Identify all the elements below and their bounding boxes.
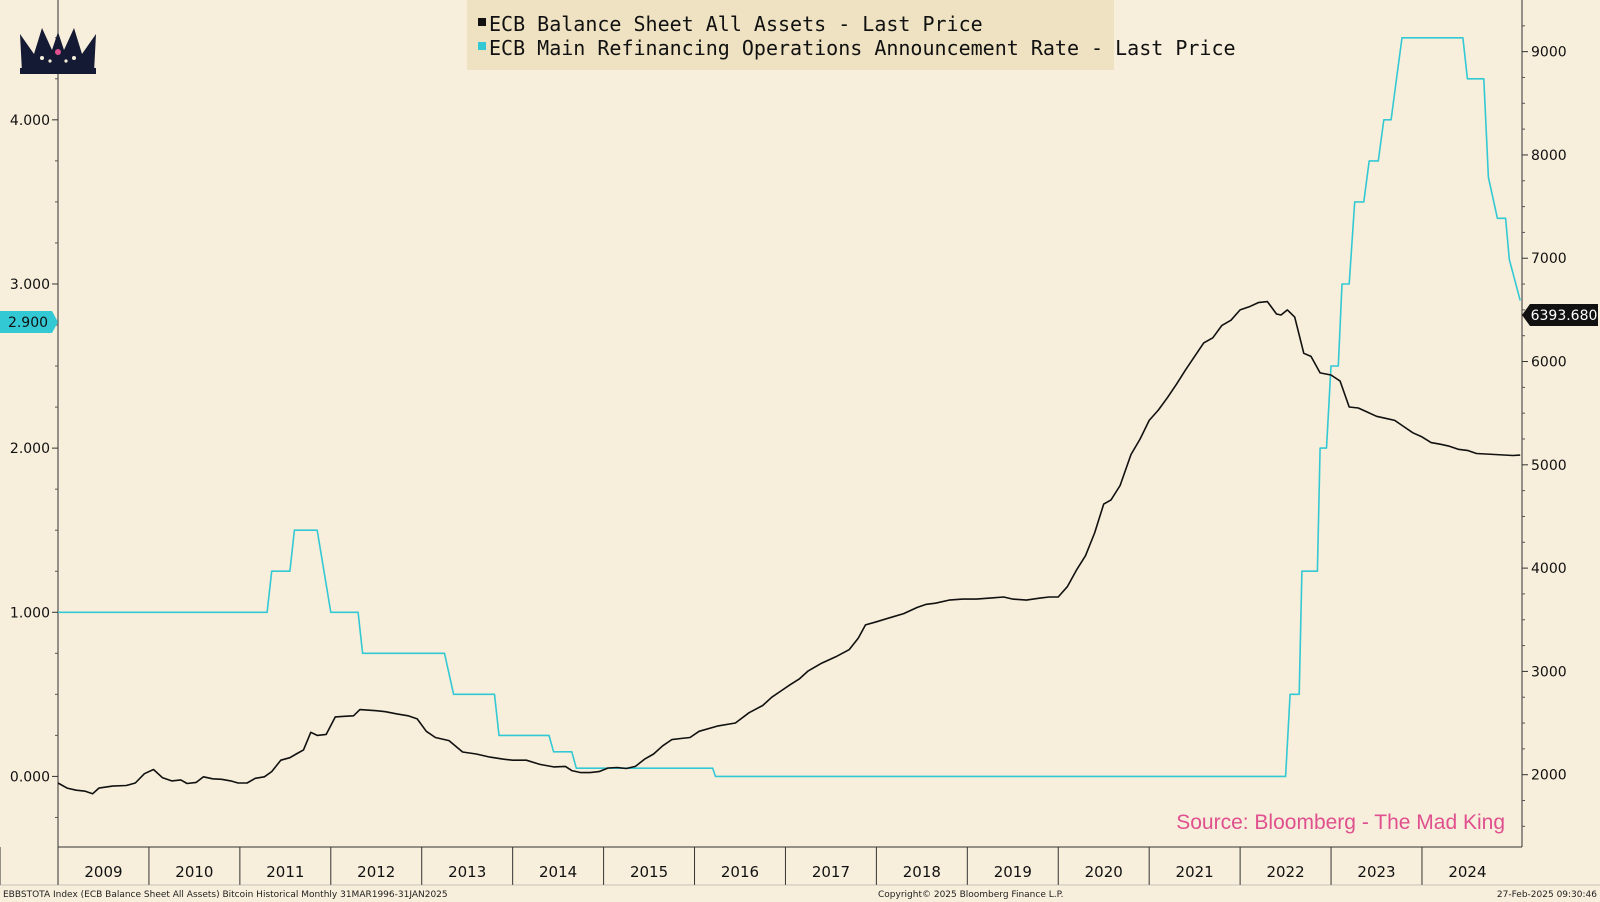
right-tick-label: 9000 — [1531, 45, 1567, 61]
right-tick-label: 8000 — [1531, 148, 1567, 164]
x-tick-label: 2017 — [812, 863, 850, 881]
right-tick-label: 3000 — [1531, 664, 1567, 680]
footer-center: Copyright© 2025 Bloomberg Finance L.P. — [878, 890, 1063, 900]
legend-box — [467, 0, 1114, 70]
x-tick-label: 2019 — [994, 863, 1032, 881]
legend-label-rate: ECB Main Refinancing Operations Announce… — [489, 36, 1236, 60]
x-tick-label: 2023 — [1357, 863, 1395, 881]
right-tick-label: 2000 — [1531, 768, 1567, 784]
right-tick-label: 4000 — [1531, 561, 1567, 577]
left-tick-label: 3.000 — [10, 277, 50, 293]
right-tag-shape — [1522, 304, 1598, 326]
x-tick-label: 2020 — [1085, 863, 1123, 881]
footer-left: EBBSTOTA Index (ECB Balance Sheet All As… — [3, 890, 448, 900]
crown-icon — [20, 28, 96, 74]
x-tick-label: 2018 — [903, 863, 941, 881]
left-tag-value: 2.900 — [8, 315, 48, 331]
left-tick-label: 4.000 — [10, 113, 50, 129]
x-tick-label: 2013 — [448, 863, 486, 881]
source-annotation: Source: Bloomberg - The Mad King — [1176, 811, 1505, 834]
right-tick-label: 7000 — [1531, 251, 1567, 267]
left-axis-ticks: 0.000 1.000 2.000 3.000 4.000 — [10, 37, 58, 818]
series-layer — [57, 37, 1521, 795]
legend-swatch-rate — [478, 42, 486, 50]
x-tick-label: 2010 — [175, 863, 213, 881]
left-tick-label: 0.000 — [10, 769, 50, 785]
x-tick-label: 2021 — [1176, 863, 1214, 881]
x-tick-label: 2014 — [539, 863, 577, 881]
x-axis-ticks: 2009 2010 2011 2012 2013 2014 2015 2016 2017 2018… — [57, 847, 1487, 885]
x-tick-label: 2011 — [266, 863, 304, 881]
left-last-value-tag: 2.900 — [0, 311, 58, 333]
left-tag-shape — [0, 311, 58, 333]
legend-swatch-balance — [478, 18, 486, 26]
x-tick-label: 2009 — [84, 863, 122, 881]
right-axis-ticks: 2000 3000 4000 5000 6000 7000 8000 9000 — [1522, 25, 1567, 827]
right-tick-label: 5000 — [1531, 458, 1567, 474]
x-tick-label: 2015 — [630, 863, 668, 881]
series-line-balance-sheet — [57, 300, 1521, 795]
footer-right: 27-Feb-2025 09:30:46 — [1497, 890, 1597, 900]
x-tick-label: 2024 — [1448, 863, 1486, 881]
left-tick-label: 2.000 — [10, 441, 50, 457]
x-tick-label: 2016 — [721, 863, 759, 881]
x-tick-label: 2022 — [1266, 863, 1304, 881]
x-tick-label: 2012 — [357, 863, 395, 881]
right-tick-label: 6000 — [1531, 355, 1567, 371]
right-last-value-tag: 6393.680 — [1522, 304, 1598, 326]
series-line-refinancing-rate — [58, 37, 1521, 778]
legend-label-balance: ECB Balance Sheet All Assets - Last Pric… — [489, 12, 983, 36]
legend: ECB Balance Sheet All Assets - Last Pric… — [467, 0, 1236, 70]
right-tag-value: 6393.680 — [1531, 308, 1598, 324]
left-tick-label: 1.000 — [10, 605, 50, 621]
